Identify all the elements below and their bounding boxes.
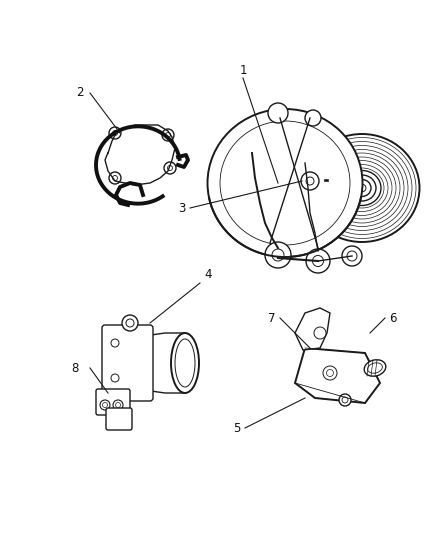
Circle shape — [122, 315, 138, 331]
Text: 3: 3 — [178, 201, 186, 214]
Circle shape — [111, 374, 119, 382]
Ellipse shape — [353, 180, 371, 197]
Circle shape — [113, 400, 123, 410]
Ellipse shape — [348, 175, 376, 201]
Circle shape — [301, 172, 319, 190]
Ellipse shape — [208, 109, 363, 257]
Circle shape — [100, 400, 110, 410]
Circle shape — [323, 366, 337, 380]
Circle shape — [306, 249, 330, 273]
FancyBboxPatch shape — [96, 389, 130, 415]
Circle shape — [339, 394, 351, 406]
Ellipse shape — [343, 171, 381, 206]
Circle shape — [265, 242, 291, 268]
Ellipse shape — [171, 333, 199, 393]
Circle shape — [342, 246, 362, 266]
FancyBboxPatch shape — [102, 325, 153, 401]
Text: 2: 2 — [76, 86, 84, 100]
FancyBboxPatch shape — [106, 408, 132, 430]
Text: 4: 4 — [204, 269, 212, 281]
Circle shape — [268, 103, 288, 123]
Polygon shape — [295, 348, 380, 403]
Ellipse shape — [304, 134, 420, 242]
Polygon shape — [130, 333, 185, 393]
Ellipse shape — [364, 360, 386, 376]
Text: 6: 6 — [389, 311, 397, 325]
Circle shape — [305, 110, 321, 126]
Circle shape — [314, 327, 326, 339]
Circle shape — [111, 339, 119, 347]
Polygon shape — [295, 308, 330, 350]
Text: 7: 7 — [268, 311, 276, 325]
Text: 8: 8 — [71, 361, 79, 375]
Text: 5: 5 — [233, 422, 241, 434]
Text: 1: 1 — [239, 63, 247, 77]
